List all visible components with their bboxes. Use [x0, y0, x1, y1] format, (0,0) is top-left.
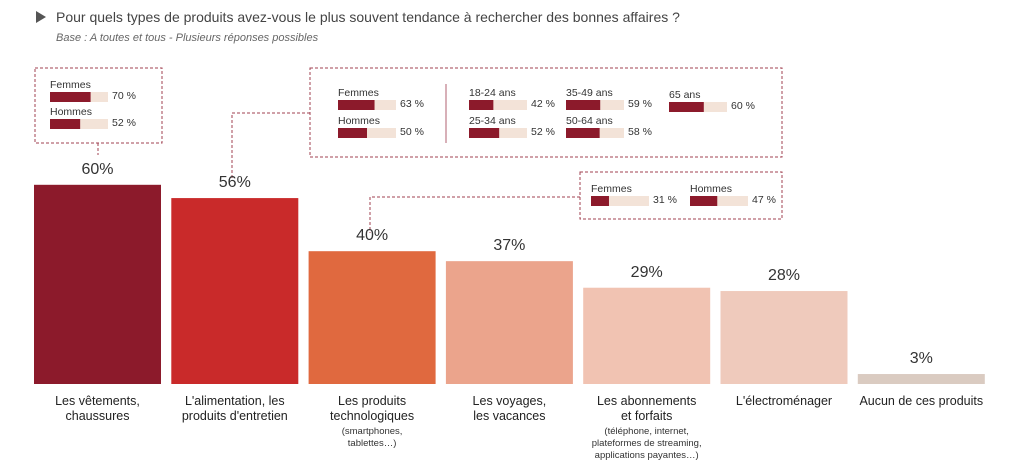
- category-label: Les abonnements et forfaits: [596, 394, 697, 423]
- group-value: 47 %: [752, 194, 776, 206]
- title-icon: [36, 11, 46, 23]
- bar: [445, 261, 573, 384]
- category-label: Les produits technologiques: [330, 394, 415, 423]
- group-name: Femmes: [591, 183, 632, 195]
- group-name: 65 ans: [669, 89, 701, 101]
- value-label: 29%: [630, 263, 663, 281]
- mini-bar: [690, 196, 718, 206]
- category-label: Aucun de ces produits: [859, 394, 984, 408]
- bar: [308, 251, 436, 384]
- group-value: 60 %: [731, 100, 755, 112]
- group-value: 52 %: [531, 126, 555, 138]
- mini-bar: [469, 128, 500, 138]
- group-value: 59 %: [628, 98, 652, 110]
- mini-bar: [338, 100, 375, 110]
- chart-title: Pour quels types de produits avez-vous l…: [56, 9, 680, 25]
- group-name: 18-24 ans: [469, 87, 516, 99]
- value-label: 37%: [493, 237, 526, 255]
- group-name: Femmes: [50, 79, 91, 91]
- group-value: 50 %: [400, 126, 424, 138]
- value-label: 60%: [81, 160, 114, 178]
- bar: [583, 287, 711, 384]
- group-value: 70 %: [112, 90, 136, 102]
- category-label: L'électroménager: [735, 394, 833, 408]
- value-label: 3%: [909, 350, 933, 368]
- group-name: 25-34 ans: [469, 115, 516, 127]
- mini-track: [591, 196, 649, 206]
- mini-bar: [50, 92, 91, 102]
- bar: [34, 184, 161, 384]
- callout-box: [579, 171, 783, 220]
- mini-bar: [469, 100, 494, 110]
- callout-box: [309, 67, 783, 158]
- connector: [369, 196, 580, 233]
- group-name: 50-64 ans: [566, 115, 613, 127]
- bar: [171, 198, 299, 384]
- category-label: Les voyages, les vacances: [472, 394, 547, 423]
- group-value: 63 %: [400, 98, 424, 110]
- mini-bar: [591, 196, 609, 206]
- connector: [231, 112, 310, 178]
- chart-subtitle: Base : A toutes et tous - Plusieurs répo…: [56, 32, 319, 44]
- group-value: 52 %: [112, 117, 136, 129]
- group-name: Femmes: [338, 87, 379, 99]
- category-label: Les vêtements, chaussures: [55, 394, 140, 423]
- mini-bar: [338, 128, 367, 138]
- callout-frames: [34, 67, 783, 233]
- group-name: Hommes: [338, 115, 381, 127]
- mini-track: [469, 100, 527, 110]
- category-note: (smartphones, tablettes…): [341, 426, 403, 449]
- bar: [720, 291, 848, 384]
- mini-bar: [669, 102, 704, 112]
- group-value: 31 %: [653, 194, 677, 206]
- group-value: 58 %: [628, 126, 652, 138]
- mini-bar: [566, 128, 600, 138]
- value-label: 40%: [356, 227, 389, 245]
- category-note: (téléphone, internet, plateformes de str…: [591, 426, 702, 461]
- group-name: Hommes: [690, 183, 733, 195]
- category-label: L'alimentation, les produits d'entretien: [181, 394, 288, 423]
- group-name: 35-49 ans: [566, 87, 613, 99]
- mini-bar: [566, 100, 601, 110]
- value-label: 56%: [218, 174, 251, 192]
- bar: [857, 374, 985, 384]
- group-name: Hommes: [50, 106, 93, 118]
- mini-bar: [50, 119, 81, 129]
- group-value: 42 %: [531, 98, 555, 110]
- mini-track: [690, 196, 748, 206]
- value-label: 28%: [767, 267, 801, 285]
